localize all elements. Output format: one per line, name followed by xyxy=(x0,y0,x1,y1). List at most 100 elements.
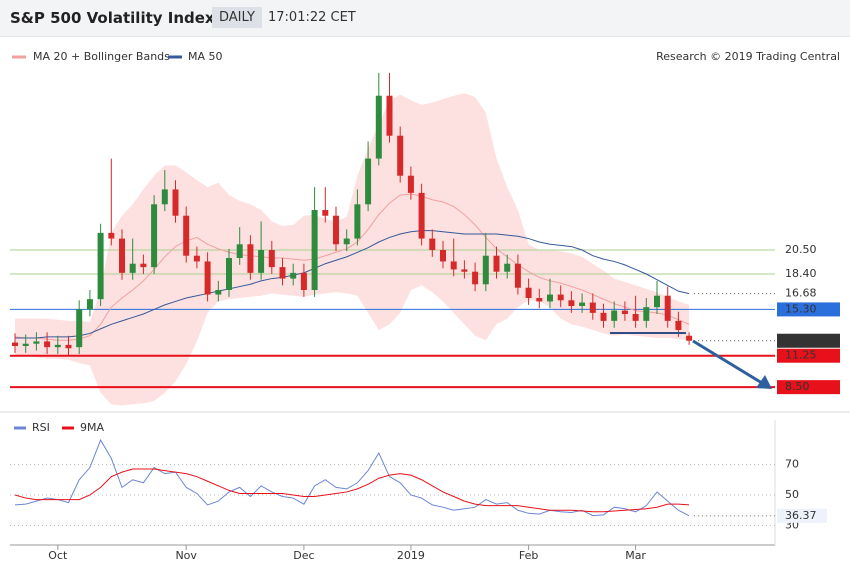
level-label: 8.50 xyxy=(785,380,810,393)
candle-body xyxy=(119,238,125,273)
candle-body xyxy=(365,158,372,205)
forecast-arrow xyxy=(692,339,763,385)
candle-body xyxy=(151,204,158,268)
source-note: Research © 2019 Trading Central xyxy=(656,50,840,63)
candle-body xyxy=(44,341,51,348)
candle-body xyxy=(493,255,500,272)
candle-body xyxy=(54,344,61,348)
candle-body xyxy=(247,244,254,273)
level-label: 20.50 xyxy=(785,243,817,256)
x-tick-label: Oct xyxy=(48,549,68,562)
legend-label: MA 50 xyxy=(188,50,223,63)
candle-body xyxy=(86,299,93,310)
x-tick-label: Feb xyxy=(519,549,538,562)
x-tick-label: Nov xyxy=(175,549,197,562)
candle-body xyxy=(525,287,532,298)
candle-body xyxy=(407,175,414,193)
candle-body xyxy=(268,250,275,268)
candle-body xyxy=(579,302,586,306)
candle-body xyxy=(33,341,40,344)
candle-body xyxy=(140,263,147,268)
candle-body xyxy=(22,343,29,346)
candle-body xyxy=(397,135,404,176)
candle-body xyxy=(611,310,618,321)
candle-body xyxy=(482,255,489,285)
y-tick-label: 70 xyxy=(785,457,799,470)
candle-body xyxy=(300,272,307,290)
candle-body xyxy=(215,290,222,295)
candle-body xyxy=(311,210,318,290)
candle-body xyxy=(386,95,393,136)
candle-body xyxy=(65,344,72,349)
candle-body xyxy=(97,232,104,300)
series-line xyxy=(14,468,690,513)
candle-body xyxy=(161,189,168,205)
candle-body xyxy=(472,271,479,285)
candle-body xyxy=(450,261,457,270)
period-button[interactable]: DAILY xyxy=(212,7,262,28)
candle-body xyxy=(258,250,265,273)
candle-body xyxy=(621,310,628,314)
forecast-arrow-head xyxy=(756,375,772,389)
legend-label: MA 20 + Bollinger Bands xyxy=(33,50,170,63)
candle-body xyxy=(226,258,232,290)
legend-label: RSI xyxy=(32,421,50,434)
x-tick-label: Dec xyxy=(293,549,314,562)
candle-body xyxy=(183,215,190,256)
level-label: 18.40 xyxy=(785,267,817,280)
candle-body xyxy=(547,294,553,302)
candle-body xyxy=(172,189,179,216)
candle-body xyxy=(632,314,639,321)
candle-body xyxy=(589,302,596,313)
legend-label: 9MA xyxy=(80,421,104,434)
rsi-last-box xyxy=(777,508,827,523)
candle-body xyxy=(600,312,607,321)
y-tick-label: 50 xyxy=(785,488,799,501)
candle-body xyxy=(279,267,286,279)
last-price-label: 12.56 xyxy=(785,334,817,347)
ma50-last-label: 16.68 xyxy=(785,287,817,300)
candle-body xyxy=(333,215,339,245)
header-bar: S&P 500 Volatility Index DAILY 17:01:22 … xyxy=(0,0,850,37)
candle-body xyxy=(12,342,18,346)
timestamp: 17:01:22 CET xyxy=(268,10,356,25)
level-label-box xyxy=(777,348,840,363)
candle-body xyxy=(343,238,350,245)
candle-body xyxy=(568,300,575,306)
candle-body xyxy=(514,263,521,288)
last-price-box xyxy=(777,333,840,348)
candle-body xyxy=(418,192,425,239)
level-label-box xyxy=(777,302,840,317)
candle-body xyxy=(290,272,297,279)
candle-body xyxy=(354,204,361,239)
title: S&P 500 Volatility Index xyxy=(10,9,215,27)
candle-body xyxy=(129,263,136,273)
candle-body xyxy=(557,294,564,301)
x-tick-label: Mar xyxy=(625,549,646,562)
candle-body xyxy=(429,238,436,250)
candle-body xyxy=(536,298,543,302)
candle-body xyxy=(654,295,660,308)
ma50-line xyxy=(15,230,690,339)
candle-body xyxy=(236,244,243,258)
level-label: 11.25 xyxy=(785,349,817,362)
rsi-last-label: 36.37 xyxy=(785,509,817,522)
candle-body xyxy=(204,261,211,295)
candle-body xyxy=(504,263,511,272)
level-label: 15.30 xyxy=(785,302,817,315)
x-tick-label: 2019 xyxy=(397,549,425,562)
candle-body xyxy=(322,210,329,216)
series-line xyxy=(14,438,690,517)
candle-body xyxy=(375,95,382,159)
candle-body xyxy=(664,295,671,321)
candle-body xyxy=(108,232,115,239)
candle-body xyxy=(675,320,682,330)
candle-body xyxy=(440,250,446,262)
bollinger-band xyxy=(15,93,690,406)
candle-body xyxy=(643,307,650,321)
candle-body xyxy=(76,309,83,348)
candle-body xyxy=(461,269,468,272)
ma20-line xyxy=(14,193,690,341)
